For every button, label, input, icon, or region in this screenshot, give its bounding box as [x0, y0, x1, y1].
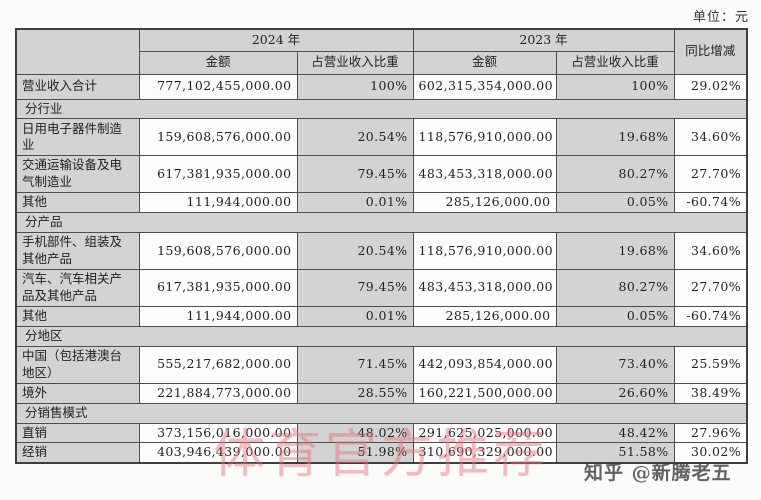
row-label-cell: 经销 — [15, 442, 140, 464]
pct-2024-cell: 28.55% — [296, 382, 414, 404]
yoy-cell: 25.59% — [673, 345, 748, 384]
table-row: 日用电子器件制造业 159,608,576,000.00 20.54% 118,… — [15, 118, 748, 157]
pct-2023-cell: 26.60% — [555, 382, 675, 404]
row-label-cell: 手机部件、组装及其他产品 — [15, 232, 140, 270]
amount-2023-cell: 291,625,025,000.00 — [412, 422, 557, 444]
pct-2024-cell: 100% — [296, 73, 414, 100]
section-row: 分销售模式 — [15, 402, 748, 424]
table-row: 中国（包括港澳台地区） 555,217,682,000.00 71.45% 44… — [15, 345, 748, 384]
yoy-cell: 38.49% — [673, 382, 748, 404]
yoy-cell: 27.70% — [673, 155, 748, 194]
amount-2023-cell: 483,453,318,000.00 — [412, 269, 557, 307]
col-header-yoy: 同比增减 — [673, 28, 748, 75]
section-row: 分行业 — [15, 98, 748, 120]
section-row: 分地区 — [15, 325, 748, 347]
pct-2024-cell: 0.01% — [296, 305, 414, 327]
pct-2023-cell: 0.05% — [555, 192, 675, 213]
pct-2023-cell: 19.68% — [555, 232, 675, 270]
amount-2023-cell: 442,093,854,000.00 — [412, 345, 557, 384]
pct-2023-cell: 80.27% — [555, 155, 675, 194]
pct-2023-cell: 100% — [555, 73, 675, 100]
col-header-amount-2024: 金额 — [138, 50, 298, 75]
col-header-2024: 2024 年 — [138, 28, 414, 52]
table-row: 手机部件、组装及其他产品 159,608,576,000.00 20.54% 1… — [15, 232, 748, 270]
yoy-cell: 27.70% — [673, 269, 748, 307]
pct-2023-cell: 80.27% — [555, 269, 675, 307]
yoy-cell: 27.96% — [673, 422, 748, 444]
pct-2024-cell: 79.45% — [296, 155, 414, 194]
yoy-cell: -60.74% — [673, 305, 748, 327]
amount-2023-cell: 118,576,910,000.00 — [412, 118, 557, 157]
amount-2024-cell: 221,884,773,000.00 — [138, 382, 298, 404]
pct-2024-cell: 71.45% — [296, 345, 414, 384]
table-row: 汽车、汽车相关产品及其他产品 617,381,935,000.00 79.45%… — [15, 269, 748, 307]
amount-2024-cell: 111,944,000.00 — [138, 305, 298, 327]
pct-2023-cell: 51.58% — [555, 442, 675, 464]
table-row: 营业收入合计 777,102,455,000.00 100% 602,315,3… — [15, 73, 748, 100]
row-label-cell: 营业收入合计 — [15, 73, 140, 100]
pct-2024-cell: 20.54% — [296, 232, 414, 270]
table-row: 交通运输设备及电气制造业 617,381,935,000.00 79.45% 4… — [15, 155, 748, 194]
pct-2024-cell: 48.02% — [296, 422, 414, 444]
yoy-cell: -60.74% — [673, 192, 748, 213]
amount-2024-cell: 555,217,682,000.00 — [138, 345, 298, 384]
pct-2023-cell: 19.68% — [555, 118, 675, 157]
pct-2024-cell: 51.98% — [296, 442, 414, 464]
table-row: 境外 221,884,773,000.00 28.55% 160,221,500… — [15, 382, 748, 404]
row-label-cell: 交通运输设备及电气制造业 — [15, 155, 140, 194]
unit-label: 单位：元 — [692, 10, 749, 25]
pct-2023-cell: 73.40% — [555, 345, 675, 384]
col-header-pct-2024: 占营业收入比重 — [296, 50, 414, 75]
revenue-table: 2024 年 2023 年 同比增减 金额 占营业收入比重 金额 占营业收入比重… — [15, 28, 749, 465]
table-row: 其他 111,944,000.00 0.01% 285,126,000.00 0… — [15, 192, 748, 213]
section-label-cell: 分产品 — [15, 212, 748, 233]
section-label-cell: 分销售模式 — [15, 402, 748, 424]
yoy-cell: 34.60% — [673, 232, 748, 270]
amount-2024-cell: 777,102,455,000.00 — [138, 73, 298, 100]
row-label-cell: 日用电子器件制造业 — [15, 118, 140, 157]
table-row: 经销 403,946,439,000.00 51.98% 310,690,329… — [15, 442, 748, 464]
amount-2023-cell: 310,690,329,000.00 — [412, 442, 557, 464]
corner-header-cell — [15, 28, 140, 75]
row-label-cell: 汽车、汽车相关产品及其他产品 — [15, 269, 140, 307]
amount-2023-cell: 483,453,318,000.00 — [412, 155, 557, 194]
table-row: 其他 111,944,000.00 0.01% 285,126,000.00 0… — [15, 305, 748, 327]
amount-2024-cell: 159,608,576,000.00 — [138, 118, 298, 157]
col-header-amount-2023: 金额 — [412, 50, 557, 75]
yoy-cell: 30.02% — [673, 442, 748, 464]
section-label-cell: 分地区 — [15, 325, 748, 347]
yoy-cell: 29.02% — [673, 73, 748, 100]
pct-2024-cell: 20.54% — [296, 118, 414, 157]
row-label-cell: 直销 — [15, 422, 140, 444]
amount-2024-cell: 373,156,016,000.00 — [138, 422, 298, 444]
section-label-cell: 分行业 — [15, 98, 748, 120]
amount-2024-cell: 403,946,439,000.00 — [138, 442, 298, 464]
row-label-cell: 中国（包括港澳台地区） — [15, 345, 140, 384]
amount-2024-cell: 617,381,935,000.00 — [138, 155, 298, 194]
amount-2023-cell: 602,315,354,000.00 — [412, 73, 557, 100]
amount-2023-cell: 285,126,000.00 — [412, 192, 557, 213]
amount-2023-cell: 285,126,000.00 — [412, 305, 557, 327]
col-header-pct-2023: 占营业收入比重 — [555, 50, 675, 75]
amount-2023-cell: 118,576,910,000.00 — [412, 232, 557, 270]
pct-2024-cell: 0.01% — [296, 192, 414, 213]
table-row: 直销 373,156,016,000.00 48.02% 291,625,025… — [15, 422, 748, 444]
yoy-cell: 34.60% — [673, 118, 748, 157]
amount-2024-cell: 617,381,935,000.00 — [138, 269, 298, 307]
pct-2023-cell: 0.05% — [555, 305, 675, 327]
pct-2024-cell: 79.45% — [296, 269, 414, 307]
pct-2023-cell: 48.42% — [555, 422, 675, 444]
row-label-cell: 其他 — [15, 305, 140, 327]
row-label-cell: 其他 — [15, 192, 140, 213]
row-label-cell: 境外 — [15, 382, 140, 404]
amount-2023-cell: 160,221,500,000.00 — [412, 382, 557, 404]
section-row: 分产品 — [15, 212, 748, 233]
amount-2024-cell: 159,608,576,000.00 — [138, 232, 298, 270]
amount-2024-cell: 111,944,000.00 — [138, 192, 298, 213]
col-header-2023: 2023 年 — [412, 28, 675, 52]
